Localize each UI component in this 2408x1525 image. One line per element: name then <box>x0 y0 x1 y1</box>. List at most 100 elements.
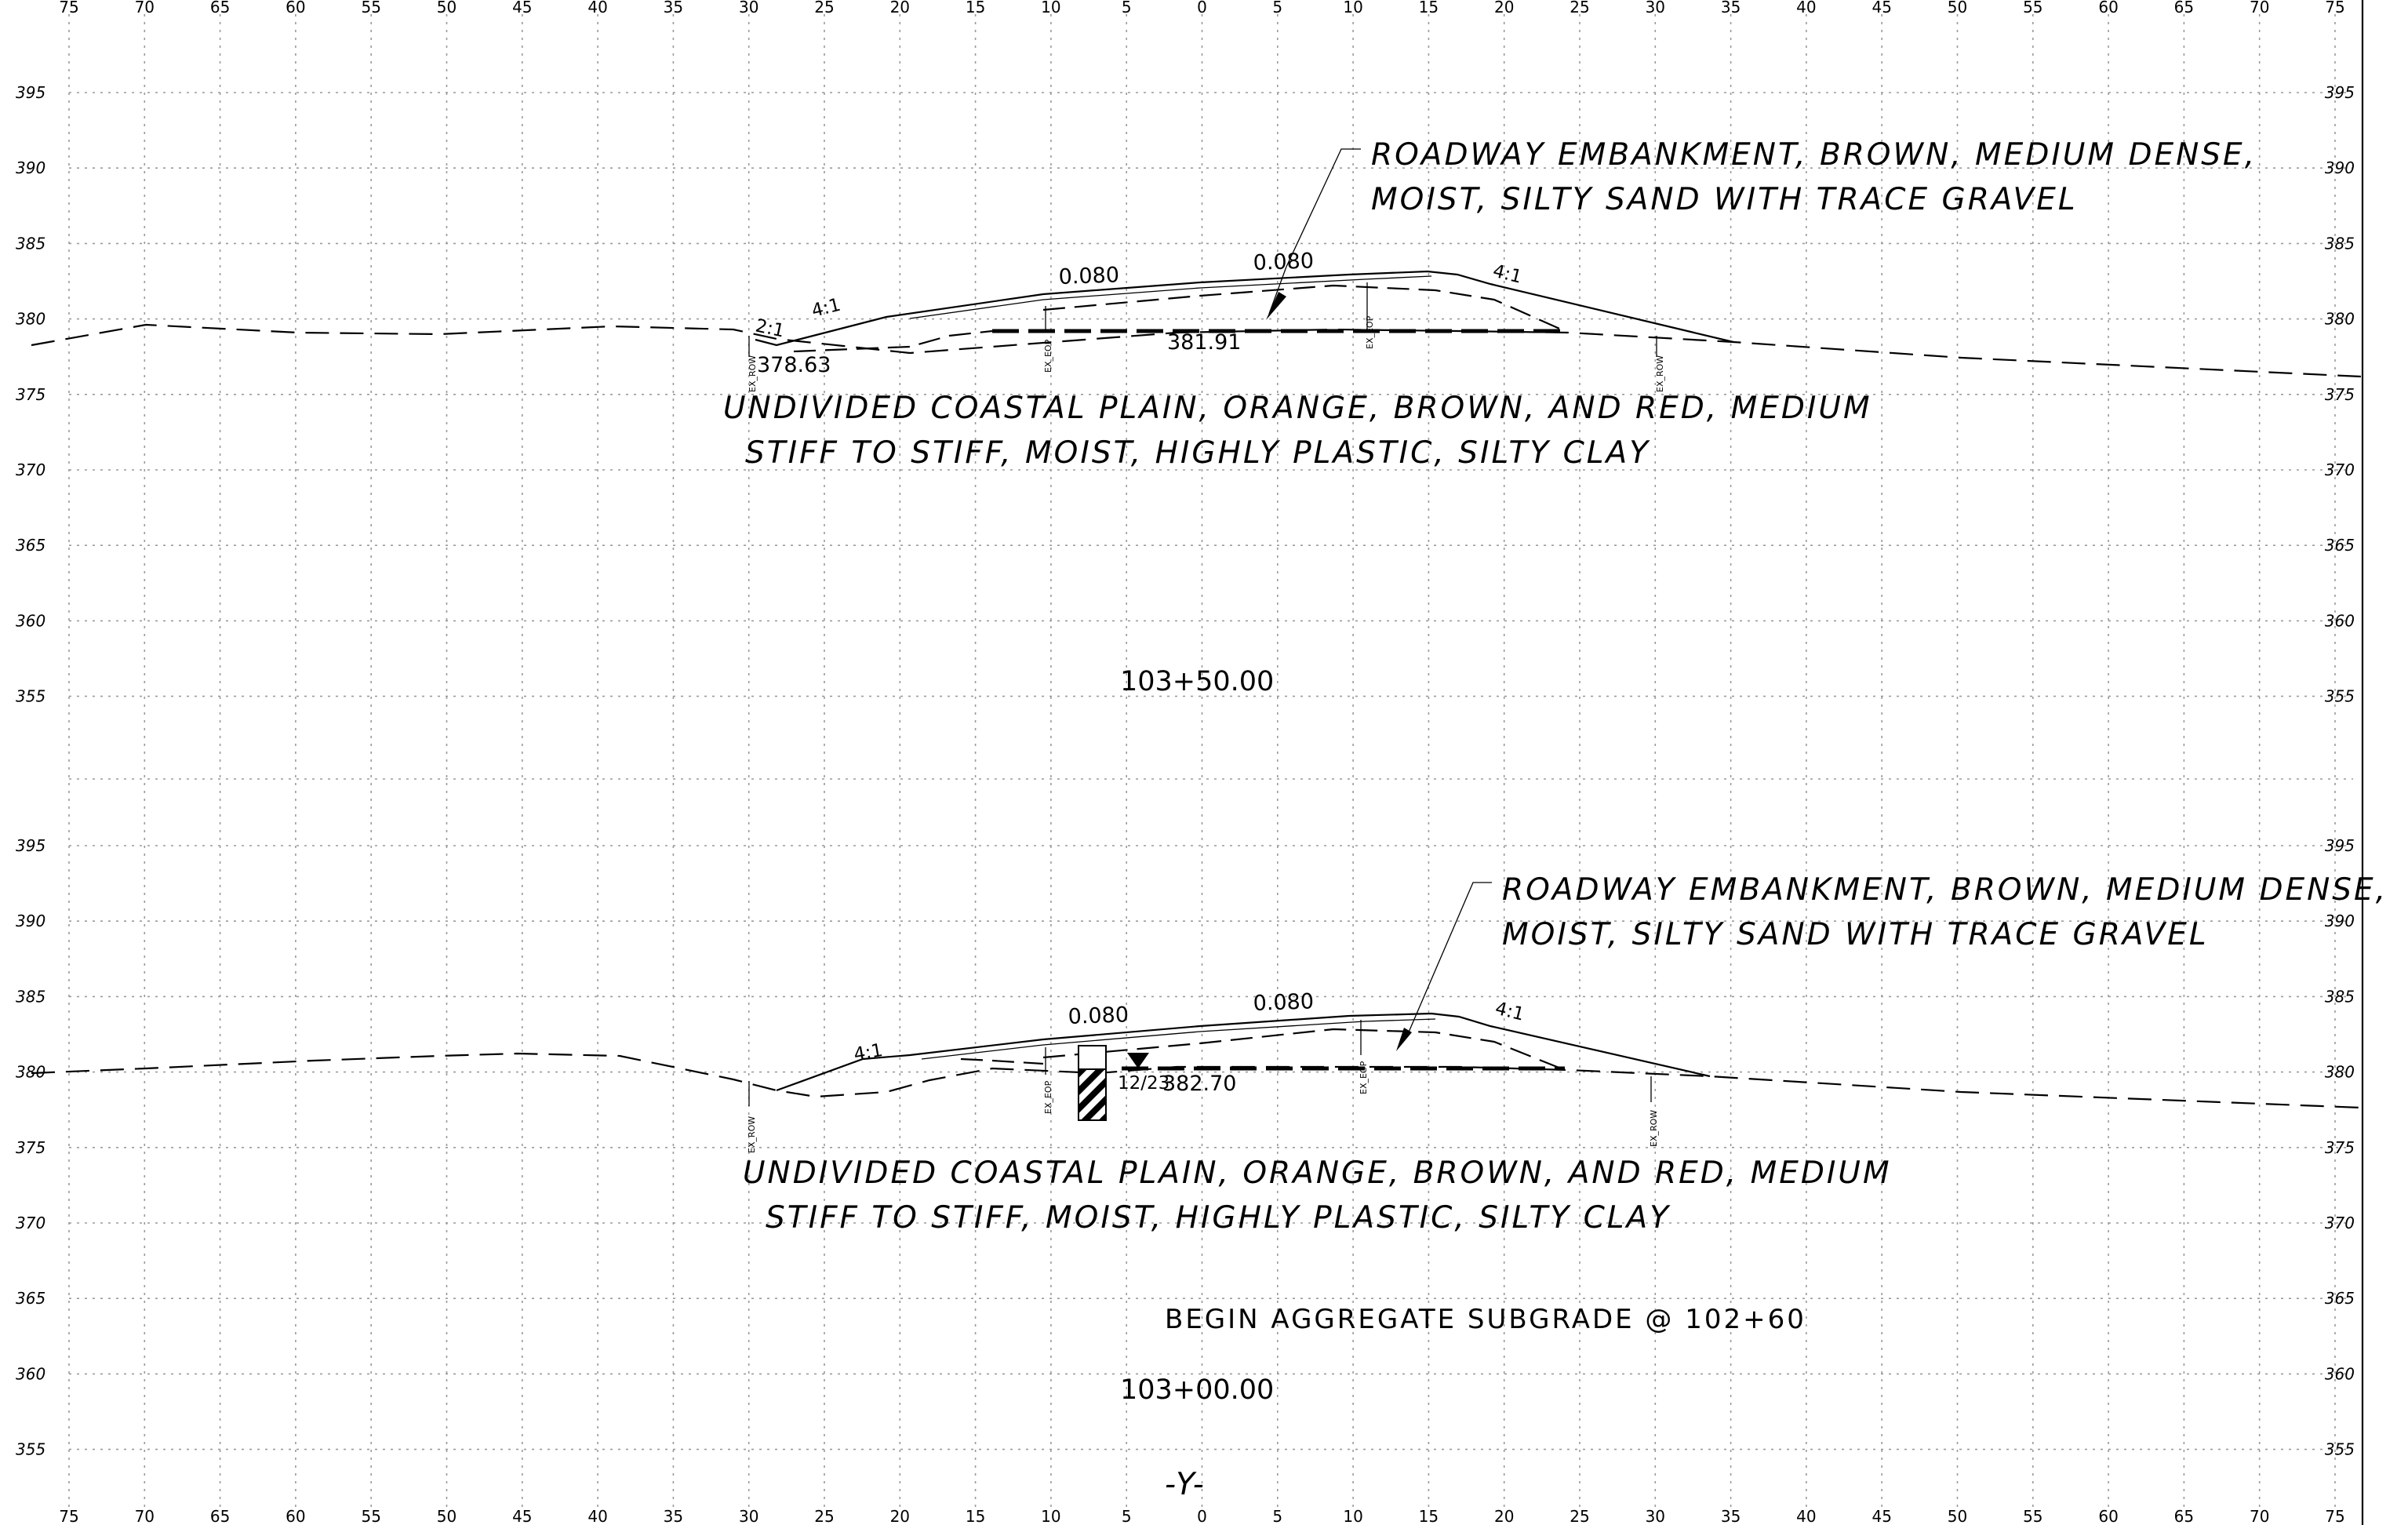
lower-subgrade-lines-left <box>960 1057 1044 1065</box>
elevation-tick-label: 355 <box>16 687 45 706</box>
lower-side-slope-right-label: 4:1 <box>1493 999 1526 1025</box>
elevation-tick-label: 375 <box>2325 385 2355 404</box>
upper-side-slope-right-label: 4:1 <box>1491 261 1524 288</box>
lower-elevation-axis-right: 395 390 385 380 375 370 365 360 355 <box>2325 836 2355 1459</box>
upper-ex-eop-label-left: EX_EOP <box>1043 339 1053 373</box>
offset-tick-label: 35 <box>1721 0 1741 16</box>
offset-tick-label: 5 <box>1272 0 1282 16</box>
upper-elevation-axis-right: 395 390 385 380 375 370 365 360 355 <box>2325 83 2355 706</box>
offset-tick-label: 45 <box>512 0 532 16</box>
lower-soil-note-line-2: STIFF TO STIFF, MOIST, HIGHLY PLASTIC, S… <box>766 1200 1671 1236</box>
offset-tick-label: 5 <box>1122 0 1132 16</box>
alignment-label: -Y- <box>1165 1467 1206 1502</box>
horizontal-grid <box>69 92 2353 1450</box>
upper-soil-note-line-2: STIFF TO STIFF, MOIST, HIGHLY PLASTIC, S… <box>745 435 1650 471</box>
top-offset-axis: 75 70 65 60 55 50 45 40 35 30 25 20 15 10 5 0 5 10 15 20 25 3… <box>59 0 2344 16</box>
offset-tick-label: 15 <box>1419 1507 1439 1525</box>
elevation-tick-label: 385 <box>2325 234 2355 253</box>
elevation-tick-label: 355 <box>16 1440 45 1459</box>
upper-side-slope-inner-label: 4:1 <box>809 295 842 322</box>
lower-embankment-note-line-2: MOIST, SILTY SAND WITH TRACE GRAVEL <box>1502 917 2209 952</box>
offset-tick-label: 10 <box>1343 1507 1362 1525</box>
offset-tick-label: 70 <box>2250 0 2269 16</box>
lower-subgrade-lines-right <box>1042 1028 1566 1072</box>
offset-tick-label: 40 <box>1796 1507 1816 1525</box>
elevation-tick-label: 395 <box>16 83 45 102</box>
upper-embankment-note-line-1: ROADWAY EMBANKMENT, BROWN, MEDIUM DENSE, <box>1371 137 2257 173</box>
offset-tick-label: 40 <box>587 0 607 16</box>
offset-tick-label: 60 <box>2098 0 2118 16</box>
upper-embankment-note-line-2: MOIST, SILTY SAND WITH TRACE GRAVEL <box>1371 182 2078 217</box>
offset-tick-label: 35 <box>664 0 683 16</box>
lower-cross-slope-left: 0.080 <box>1068 1003 1129 1029</box>
lower-existing-ground-line <box>31 1052 2362 1109</box>
lower-soil-note-line-1: UNDIVIDED COASTAL PLAIN, ORANGE, BROWN, … <box>743 1156 1892 1191</box>
elevation-tick-label: 395 <box>16 836 45 855</box>
offset-tick-label: 50 <box>1948 0 1967 16</box>
upper-existing-ground-line <box>31 323 2362 378</box>
elevation-tick-label: 355 <box>2325 687 2355 706</box>
offset-tick-label: 65 <box>210 1507 230 1525</box>
elevation-tick-label: 385 <box>16 987 45 1006</box>
offset-tick-label: 70 <box>135 0 155 16</box>
lower-pavement-layer <box>921 1018 1436 1060</box>
elevation-tick-label: 390 <box>2325 158 2355 177</box>
upper-leader-tail <box>1268 266 1287 315</box>
offset-tick-label: 30 <box>739 0 758 16</box>
upper-station-label: 103+50.00 <box>1120 666 1274 697</box>
upper-cross-section: EX_ROW EX_EOP EX_EOP EX_ROW 2:1 4:1 4:1 … <box>31 137 2362 697</box>
offset-tick-label: 50 <box>437 0 457 16</box>
offset-tick-label: 15 <box>966 0 985 16</box>
offset-tick-label: 45 <box>1871 0 1891 16</box>
offset-tick-label: 45 <box>512 1507 532 1525</box>
upper-cross-slope-left: 0.080 <box>1058 263 1119 289</box>
offset-tick-label: 30 <box>1646 0 1665 16</box>
elevation-tick-label: 370 <box>2325 1214 2355 1232</box>
offset-tick-label: 10 <box>1041 0 1060 16</box>
offset-tick-label: 70 <box>2250 1507 2269 1525</box>
upper-soil-note-line-1: UNDIVIDED COASTAL PLAIN, ORANGE, BROWN, … <box>723 391 1872 426</box>
boring-id: 12/23 <box>1118 1073 1169 1094</box>
upper-ex-eop-label-right: EX_EOP <box>1365 315 1375 349</box>
offset-tick-label: 45 <box>1871 1507 1891 1525</box>
upper-ex-row-label-right: EX_ROW <box>1655 355 1665 392</box>
offset-tick-label: 25 <box>1570 0 1589 16</box>
elevation-tick-label: 360 <box>16 1364 45 1383</box>
offset-tick-label: 55 <box>2023 0 2042 16</box>
upper-cross-slope-right: 0.080 <box>1253 249 1314 275</box>
bottom-offset-axis: 75 70 65 60 55 50 45 40 35 30 25 20 15 10 5 0 5 10 15 20 25 3… <box>59 1507 2344 1525</box>
offset-tick-label: 0 <box>1197 1507 1207 1525</box>
upper-elevation-axis-left: 395 390 385 380 375 370 365 360 355 <box>16 83 45 706</box>
upper-leader-arrowhead <box>1266 292 1286 320</box>
offset-tick-label: 20 <box>890 1507 910 1525</box>
elevation-tick-label: 360 <box>16 611 45 630</box>
boring-log-sand-layer <box>1078 1045 1107 1070</box>
begin-aggregate-subgrade-note: BEGIN AGGREGATE SUBGRADE @ 102+60 <box>1165 1304 1806 1335</box>
offset-tick-label: 35 <box>1721 1507 1741 1525</box>
upper-embankment-leader <box>1286 148 1361 268</box>
offset-tick-label: 75 <box>2325 1507 2344 1525</box>
offset-tick-label: 60 <box>2098 1507 2118 1525</box>
upper-elevation-left-value: 378.63 <box>757 353 831 377</box>
upper-ex-row-label-left: EX_ROW <box>747 355 758 392</box>
offset-tick-label: 55 <box>361 1507 380 1525</box>
lower-proposed-template <box>776 1012 1711 1092</box>
offset-tick-label: 70 <box>135 1507 155 1525</box>
elevation-tick-label: 390 <box>16 912 45 930</box>
offset-tick-label: 50 <box>437 1507 457 1525</box>
offset-tick-label: 10 <box>1041 1507 1060 1525</box>
offset-tick-label: 60 <box>286 0 305 16</box>
lower-leader-arrowhead <box>1396 1028 1412 1051</box>
elevation-tick-label: 365 <box>16 1289 45 1308</box>
offset-tick-label: 65 <box>210 0 230 16</box>
elevation-tick-label: 370 <box>16 1214 45 1232</box>
offset-tick-label: 60 <box>286 1507 305 1525</box>
lower-side-slope-left-label: 4:1 <box>853 1040 885 1065</box>
elevation-tick-label: 365 <box>2325 536 2355 555</box>
upper-elevation-center-value: 381.91 <box>1167 330 1241 355</box>
offset-tick-label: 25 <box>814 0 834 16</box>
offset-tick-label: 5 <box>1122 1507 1132 1525</box>
elevation-tick-label: 385 <box>16 234 45 253</box>
